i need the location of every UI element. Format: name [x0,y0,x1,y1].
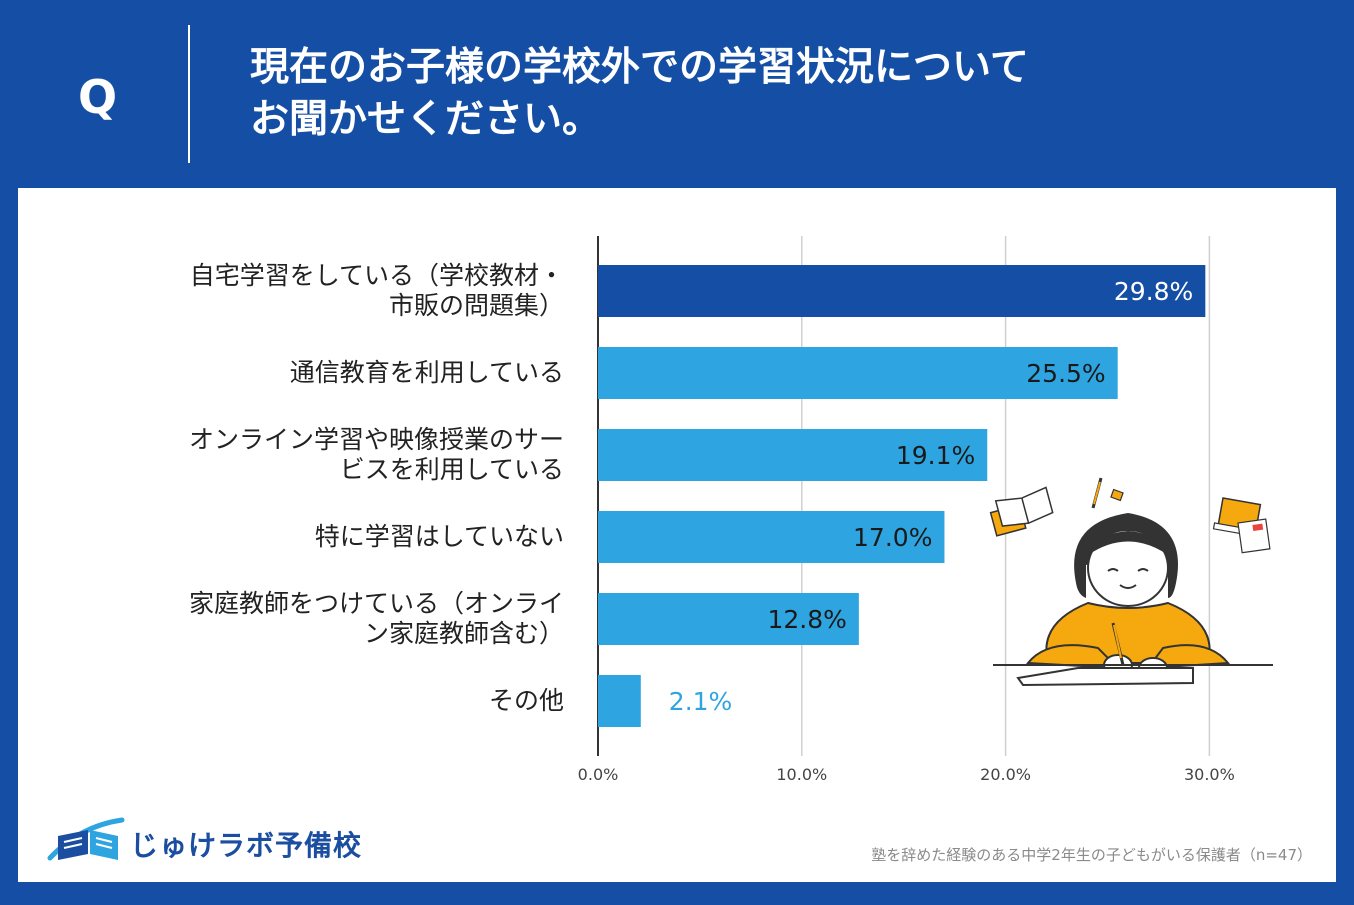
bar [598,511,945,563]
category-label-line: その他 [488,686,564,715]
category-label: その他 [94,686,564,716]
student-illustration-icon [989,477,1273,687]
data-label: 12.8% [767,605,846,634]
data-label: 2.1% [669,687,733,716]
header-divider [188,25,190,163]
bar-chart: 0.0% 10.0% 20.0% 30.0% 29.8% 25.5% 19.1% 17.0% 1… [578,236,1235,784]
category-label: 自宅学習をしている（学校教材・ 市販の問題集） [94,261,564,321]
data-label: 25.5% [1026,359,1105,388]
category-label: 特に学習はしていない [94,522,564,552]
category-label-line: 市販の問題集） [388,291,564,320]
category-label-line: 自宅学習をしている（学校教材・ [189,261,564,290]
logo-text: じゅけラボ予備校 [130,829,363,862]
bar [598,265,1206,317]
category-label-line: 特に学習はしていない [314,522,564,551]
q-letter: Q [78,70,118,124]
logo-icon [47,817,125,861]
x-tick-label: 30.0% [1184,765,1235,784]
chart-panel: 自宅学習をしている（学校教材・ 市販の問題集） 通信教育を利用しているオンライン学習… [18,188,1336,882]
category-label-line: オンライン学習や映像授業のサー [188,425,564,454]
bar [598,593,859,645]
data-label: 17.0% [853,523,932,552]
category-label: 通信教育を利用している [94,358,564,388]
data-label: 19.1% [896,441,975,470]
x-tick-label: 20.0% [980,765,1031,784]
bar [598,675,641,727]
data-label: 29.8% [1114,277,1193,306]
sample-note: 塾を辞めた経験のある中学2年生の子どもがいる保護者（n=47） [871,846,1312,864]
question-title: 現在のお子様の学校外での学習状況について お聞かせください。 [250,42,1250,146]
category-label: オンライン学習や映像授業のサー ビスを利用している [94,425,564,485]
category-label: 家庭教師をつけている（オンライ ン家庭教師含む） [94,589,564,649]
bar [598,347,1118,399]
bar [598,429,988,481]
question-line-2: お聞かせください。 [250,97,602,142]
category-label-line: 家庭教師をつけている（オンライ [188,589,564,618]
category-label-line: ビスを利用している [339,455,564,484]
category-label-line: ン家庭教師含む） [363,619,564,648]
category-label-line: 通信教育を利用している [289,358,564,387]
question-line-1: 現在のお子様の学校外での学習状況について [250,45,1029,90]
x-tick-label: 0.0% [578,765,619,784]
x-tick-label: 10.0% [776,765,827,784]
